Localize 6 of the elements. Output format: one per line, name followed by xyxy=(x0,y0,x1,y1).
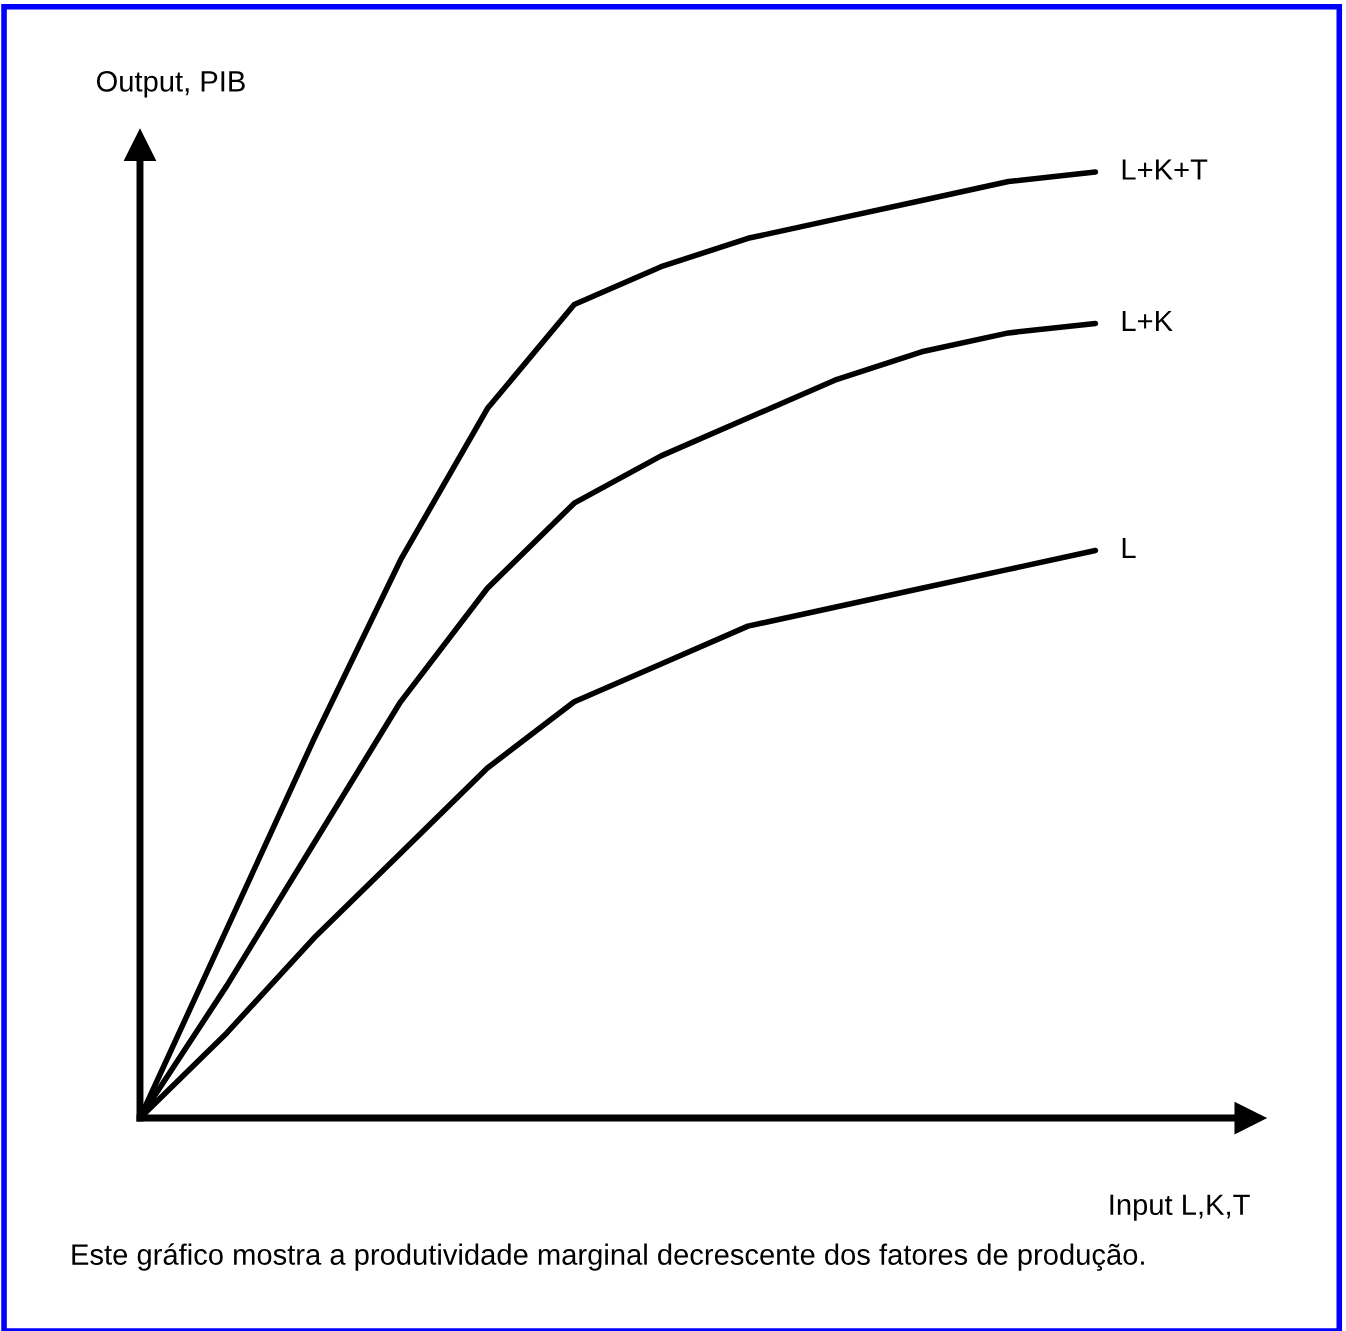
series-label: L+K+T xyxy=(1122,159,1208,180)
text: Este gráfico mostra a produtividade marginal decrescente dos fatores de produção. xyxy=(72,1243,1144,1271)
series-label: L xyxy=(1122,537,1136,559)
x-axis-title: Input L,K,T xyxy=(1110,1194,1250,1221)
series-label: L+K xyxy=(1122,310,1173,331)
y-axis-title: Output, PIB xyxy=(96,71,245,98)
